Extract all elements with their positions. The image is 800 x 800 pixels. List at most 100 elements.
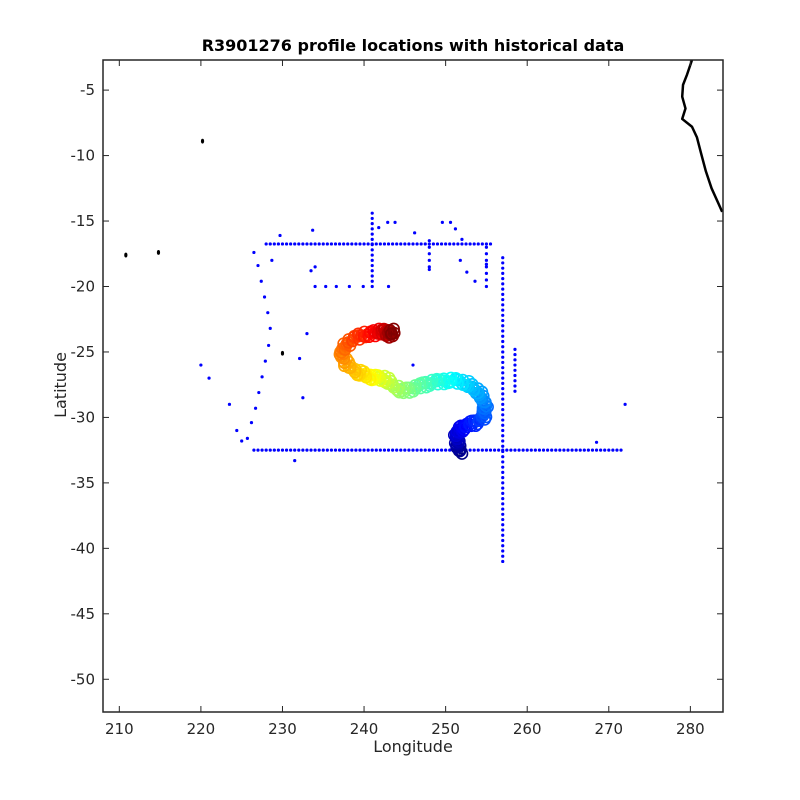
historical-profile-point [313,284,317,289]
y-tick-label: -35 [71,474,96,492]
historical-profile-point [501,345,505,349]
historical-profile-point [484,271,489,276]
historical-profile-point [317,448,321,452]
historical-profile-point [501,507,505,511]
historical-profile-point [391,242,395,246]
historical-profile-point [439,242,444,246]
historical-profile-point [541,448,546,452]
historical-profile-point [272,448,276,452]
historical-profile-point [350,242,354,246]
historical-profile-point [411,363,415,367]
historical-profile-point [529,448,533,452]
historical-profile-point [484,278,489,282]
historical-profile-point [415,242,419,246]
historical-profile-point [501,339,505,344]
y-axis-title: Latitude [51,352,70,418]
historical-profile-point [501,496,505,501]
historical-profile-point [562,448,566,452]
historical-profile-point [513,368,517,372]
y-tick-label: -50 [71,670,96,688]
historical-profile-point [546,448,550,452]
x-tick-label: 250 [431,720,460,738]
historical-profile-point [411,242,415,246]
historical-profile-point [207,376,211,380]
historical-profile-point [501,444,505,448]
historical-profile-point [570,448,574,452]
historical-profile-point [473,279,477,283]
historical-profile-point [484,262,489,266]
historical-profile-point [501,308,505,312]
historical-profile-point [501,449,505,454]
historical-profile-point [501,418,505,422]
historical-profile-point [501,434,505,438]
historical-profile-point [464,242,468,246]
historical-profile-point [370,258,374,262]
historical-profile-point [257,390,261,395]
y-tick-label: -45 [71,605,96,623]
historical-profile-point [382,242,387,246]
historical-profile-point [501,460,505,464]
historical-profile-point [370,222,374,226]
historical-profile-point [484,252,489,256]
historical-profile-point [501,381,505,385]
historical-profile-point [407,242,411,246]
historical-profile-point [311,228,315,232]
historical-profile-point [313,448,317,452]
historical-profile-point [337,242,342,246]
x-tick-label: 280 [676,720,705,738]
historical-profile-point [501,512,505,516]
historical-profile-point [465,270,469,274]
historical-profile-point [256,263,260,268]
historical-profile-point [337,448,342,452]
historical-profile-point [386,284,391,289]
x-tick-label: 240 [350,720,379,738]
historical-profile-point [427,267,431,272]
historical-profile-point [501,256,505,260]
historical-profile-point [280,242,285,246]
historical-profile-point [501,491,505,495]
historical-profile-point [370,269,374,273]
historical-profile-point [362,242,366,246]
historical-profile-point [293,459,297,463]
historical-profile-point [423,242,427,246]
historical-profile-point [374,242,378,246]
historical-profile-point [293,242,297,246]
historical-profile-point [497,448,501,452]
historical-profile-point [501,486,505,490]
historical-profile-point [537,448,542,452]
island [200,138,205,144]
historical-profile-point [501,376,505,380]
historical-profile-point [305,242,309,246]
historical-profile-point [377,225,381,230]
historical-profile-point [492,448,497,452]
historical-profile-point [448,242,452,246]
historical-profile-point [297,448,301,452]
historical-profile-point [399,242,403,246]
historical-profile-point [460,242,464,246]
historical-profile-point [472,242,476,246]
historical-profile-point [403,448,407,452]
historical-profile-point [501,428,505,433]
historical-profile-point [370,227,374,231]
historical-profile-point [413,231,417,235]
historical-profile-point [240,439,244,443]
historical-profile-point [309,448,313,452]
historical-profile-point [284,242,289,246]
historical-profile-point [313,265,317,269]
y-tick-label: -20 [71,277,96,295]
historical-profile-point [321,448,325,452]
historical-profile-point [501,334,505,338]
historical-profile-point [484,242,489,246]
historical-profile-point [289,448,293,452]
historical-profile-point [501,455,505,459]
historical-profile-point [270,258,274,262]
axes: 210 220 230 240 250 260 270 280 -5 -10 -15 -20 -25 -3… [71,59,724,738]
historical-profile-point [468,448,472,452]
historical-profile-point [264,448,268,452]
historical-profile-point [501,360,505,365]
historical-profile-point [301,242,305,246]
historical-profile-point [268,448,272,452]
historical-profile-point [298,356,302,361]
historical-profile-point [284,448,289,452]
